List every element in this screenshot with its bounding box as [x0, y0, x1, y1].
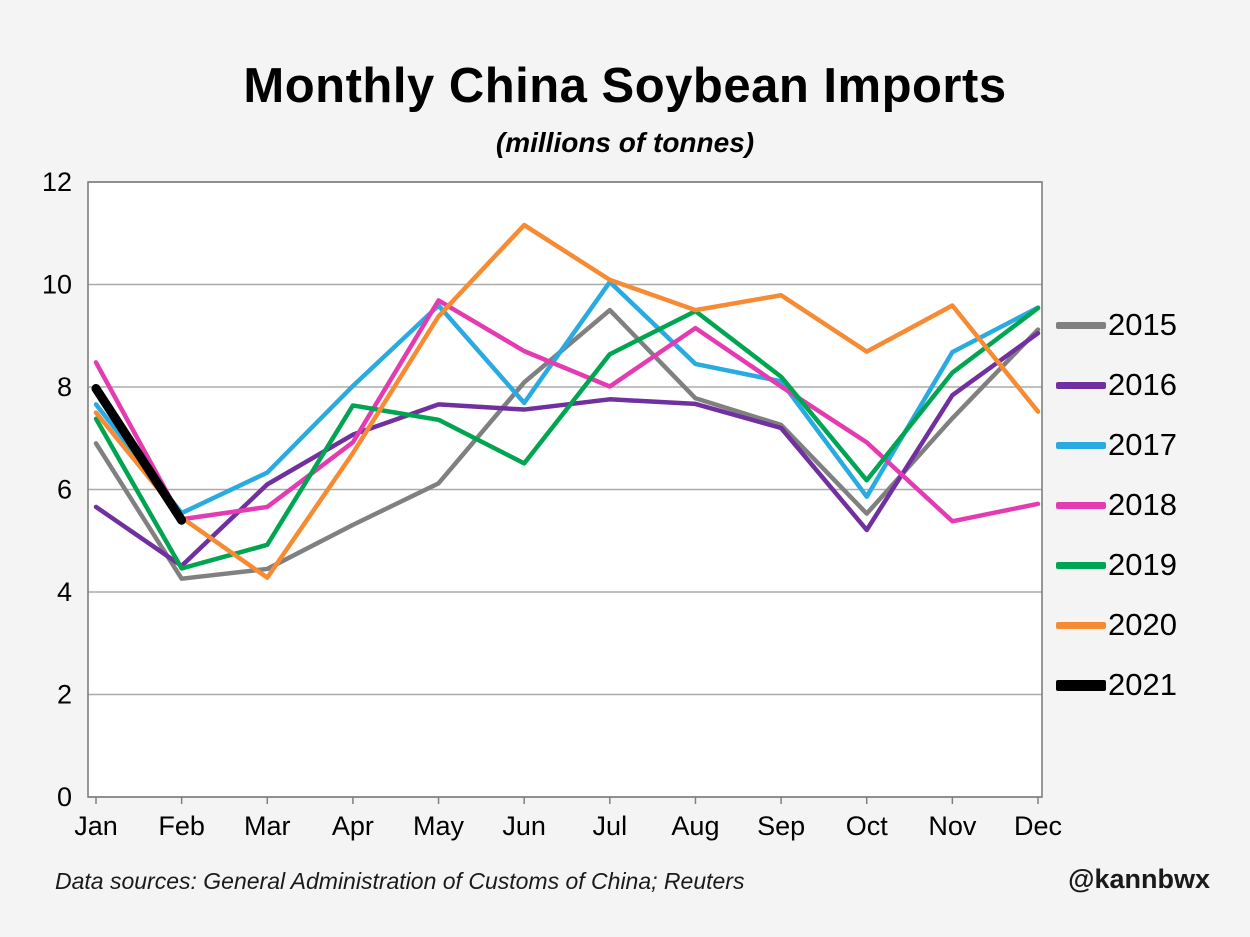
legend-item: 2016: [1056, 367, 1177, 403]
chart-subtitle: (millions of tonnes): [495, 127, 755, 158]
legend-item: 2021: [1056, 667, 1177, 703]
x-tick-label: Jan: [74, 811, 118, 841]
legend-swatch: [1056, 621, 1106, 629]
legend-swatch: [1056, 441, 1106, 449]
series-line-2016: [93, 330, 1041, 569]
x-tick-label: Jul: [593, 811, 628, 841]
y-tick-label: 8: [57, 372, 72, 402]
legend-label: 2021: [1108, 667, 1177, 702]
x-tick-label: Mar: [244, 811, 291, 841]
legend-swatch: [1056, 679, 1106, 691]
x-tick-label: Nov: [928, 811, 977, 841]
y-tick-label: 12: [42, 167, 72, 197]
legend-label: 2020: [1108, 607, 1177, 642]
x-tick-label: Apr: [332, 811, 374, 841]
legend-item: 2019: [1056, 547, 1177, 583]
y-tick-label: 2: [57, 680, 72, 710]
data-source-note: Data sources: General Administration of …: [55, 868, 745, 894]
legend-label: 2016: [1108, 367, 1177, 402]
author-handle: @kannbwx: [1068, 864, 1210, 894]
x-tick-label: Dec: [1014, 811, 1062, 841]
series-line-2018: [93, 298, 1041, 524]
legend-label: 2019: [1108, 547, 1177, 582]
legend-swatch: [1056, 561, 1106, 569]
y-tick-label: 0: [57, 782, 72, 812]
legend-item: 2018: [1056, 487, 1177, 523]
x-tick-label: May: [413, 811, 465, 841]
x-tick-label: Jun: [502, 811, 546, 841]
legend-item: 2015: [1056, 307, 1177, 343]
legend-swatch: [1056, 501, 1106, 509]
legend-swatch: [1056, 321, 1106, 329]
series-line-2020: [93, 222, 1041, 580]
legend-label: 2018: [1108, 487, 1177, 522]
x-tick-label: Oct: [846, 811, 889, 841]
x-tick-label: Sep: [757, 811, 805, 841]
chart-title: Monthly China Soybean Imports: [243, 59, 1007, 113]
legend-swatch: [1056, 381, 1106, 389]
plot-border: [87, 181, 1043, 798]
legend-item: 2017: [1056, 427, 1177, 463]
y-tick-label: 6: [57, 475, 72, 505]
legend-label: 2015: [1108, 307, 1177, 342]
series-line-2017: [93, 279, 1041, 516]
series-line-2019: [93, 305, 1041, 571]
legend-item: 2020: [1056, 607, 1177, 643]
x-tick-label: Feb: [158, 811, 205, 841]
legend: 2015 2016 2017 2018 2019 2020 2021: [1056, 307, 1177, 727]
y-tick-label: 4: [57, 577, 72, 607]
x-tick-label: Aug: [671, 811, 719, 841]
series-line-2021: [91, 384, 187, 525]
legend-label: 2017: [1108, 427, 1177, 462]
y-tick-label: 10: [42, 270, 72, 300]
